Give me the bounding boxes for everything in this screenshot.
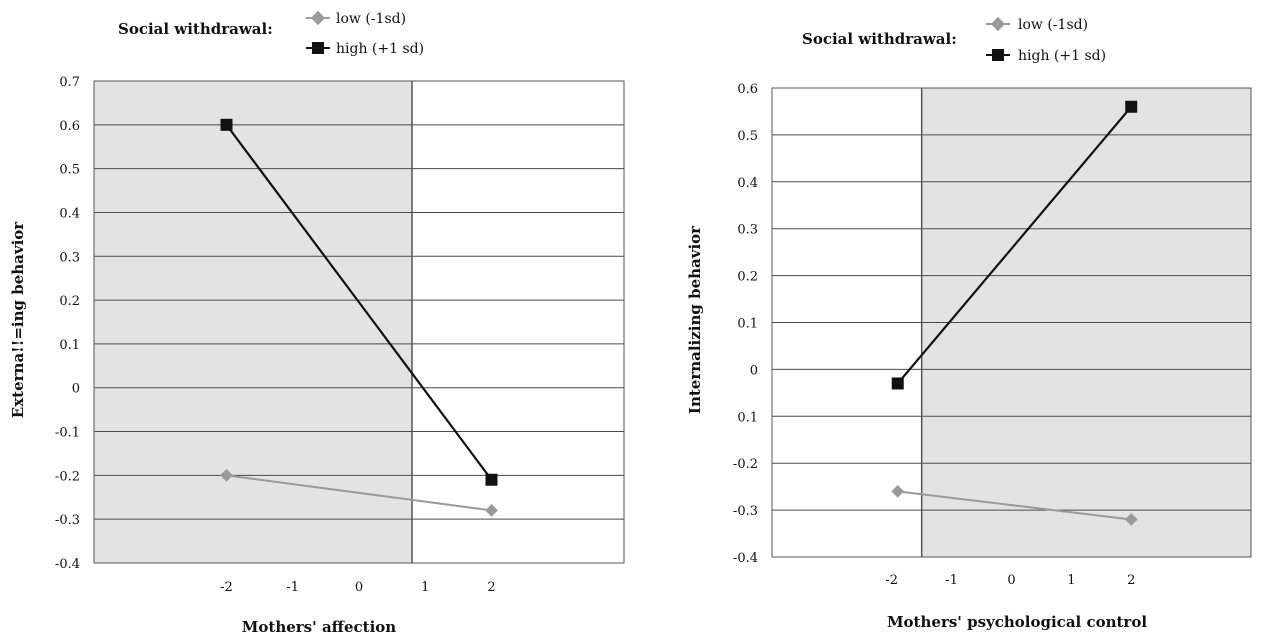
y-tick-label: -0.1 — [55, 426, 80, 441]
y-tick-label: -0.3 — [55, 513, 80, 528]
chart-right: Social withdrawal: low (-1sd) high (+1 s… — [686, 16, 1252, 631]
y-tick-label: 0 — [750, 363, 758, 378]
y-tick-label: 0.3 — [737, 223, 758, 238]
y-tick-label: 0 — [72, 382, 80, 397]
y-tick-label: 0.4 — [59, 206, 80, 221]
y-tick-label: 0.5 — [59, 163, 80, 178]
x-axis-title: Mothers' psychological control — [887, 613, 1147, 631]
x-tick-label: 1 — [421, 580, 429, 595]
y-tick-label: 0.1 — [737, 317, 758, 332]
x-tick-label: 0 — [355, 580, 363, 595]
legend-low-label: low (-1sd) — [336, 11, 406, 27]
plot-area-left: 0.7 0.6 0.5 0.4 0.3 0.2 0.1 0 -0.1 -0.2 -0.3 -0.4 -2… — [55, 75, 625, 595]
x-tick-label: -1 — [945, 573, 958, 588]
x-tick-label: -1 — [286, 580, 299, 595]
y-tick-label: 0.2 — [59, 294, 80, 309]
series-line — [226, 474, 492, 512]
y-tick-label: 0.6 — [737, 82, 758, 97]
chart-left: Social withdrawal: low (-1sd) high (+1 s… — [9, 10, 625, 636]
y-tick-label: 0.6 — [59, 119, 80, 134]
shaded-region — [94, 81, 412, 563]
legend-title: Social withdrawal: — [802, 30, 957, 48]
data-point-square — [220, 118, 233, 131]
data-point-diamond — [485, 504, 498, 517]
legend-low-label: low (-1sd) — [1018, 17, 1088, 33]
data-point-diamond — [220, 468, 233, 482]
plot-frame — [93, 80, 625, 564]
y-tick-label: 0.1 — [59, 338, 80, 353]
y-tick-label: 0.1 — [737, 410, 758, 425]
x-tick-label: 2 — [1127, 573, 1135, 588]
x-axis-title: Mothers' affection — [242, 618, 396, 636]
y-tick-label: 0.4 — [737, 176, 758, 191]
x-tick-label: 0 — [1007, 573, 1015, 588]
y-tick-label: -0.4 — [55, 557, 80, 572]
y-tick-label: 0.7 — [59, 75, 80, 90]
y-axis-title: Externa!!=ing behavior — [9, 221, 27, 419]
y-tick-label: -0.4 — [733, 551, 758, 566]
y-axis-title: Internalizing behavior — [686, 225, 704, 414]
data-point-square — [891, 377, 904, 390]
series-line — [897, 490, 1132, 521]
legend-title: Social withdrawal: — [118, 20, 273, 38]
legend-high-marker-icon — [992, 49, 1004, 61]
y-tick-label: 0.3 — [59, 250, 80, 265]
data-point-square — [485, 473, 498, 486]
y-tick-label: -0.2 — [733, 457, 758, 472]
y-tick-label: 0.2 — [737, 270, 758, 285]
legend-right: Social withdrawal: low (-1sd) high (+1 s… — [802, 16, 1106, 64]
plot-frame — [771, 87, 1252, 558]
y-tick-label: -0.3 — [733, 504, 758, 519]
plot-area-right: 0.6 0.5 0.4 0.3 0.2 0.1 0 0.1 -0.2 -0.3 -0.4 -2 -1 0 1… — [733, 82, 1252, 588]
y-tick-label: 0.5 — [737, 129, 758, 144]
series-line — [896, 106, 1133, 385]
data-point-square — [1125, 100, 1138, 113]
y-tick-label: -0.2 — [55, 469, 80, 484]
x-tick-label: 1 — [1067, 573, 1075, 588]
legend-low-marker-icon — [310, 10, 326, 26]
legend-left: Social withdrawal: low (-1sd) high (+1 s… — [118, 10, 424, 57]
x-tick-label: -2 — [220, 580, 233, 595]
series-line — [225, 124, 493, 481]
legend-high-marker-icon — [312, 42, 324, 54]
x-tick-label: 2 — [487, 580, 495, 595]
legend-high-label: high (+1 sd) — [336, 41, 424, 57]
x-tick-label: -2 — [885, 573, 898, 588]
legend-high-label: high (+1 sd) — [1018, 48, 1106, 64]
legend-low-marker-icon — [990, 16, 1006, 32]
